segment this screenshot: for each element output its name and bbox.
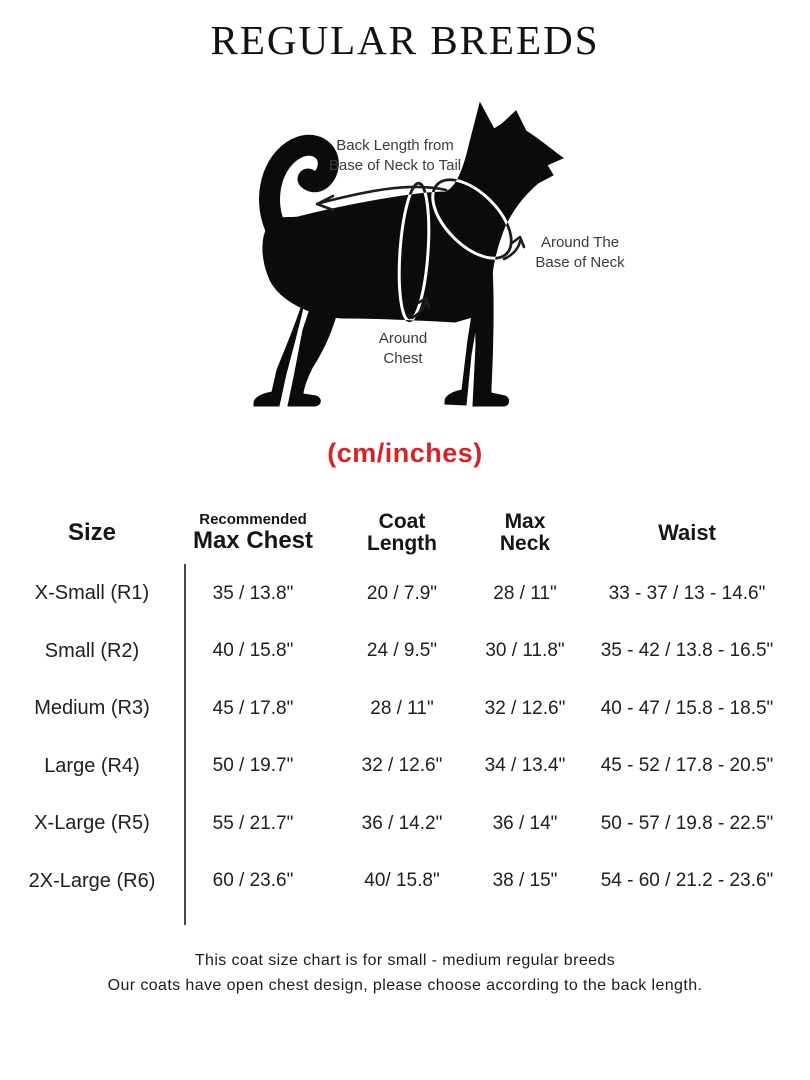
table-row: Medium (R3) 45 / 17.8" 28 / 11" 32 / 12.…: [16, 680, 794, 738]
units-label: (cm/inches): [327, 438, 483, 468]
cell-max-chest: 45 / 17.8": [212, 697, 294, 719]
cell-size: X-Small (R1): [34, 582, 150, 605]
neck-arrow: [502, 239, 522, 261]
cell-coat-length: 40/ 15.8": [364, 870, 440, 892]
cell-max-neck: 36 / 14": [492, 812, 558, 834]
measurement-arrows: [315, 185, 526, 320]
cell-max-chest: 55 / 21.7": [212, 812, 294, 834]
chest-line2: Chest: [383, 350, 423, 367]
header-max-neck: Max Neck: [466, 500, 584, 565]
chest-arrow: [410, 299, 428, 320]
page-title: REGULAR BREEDS: [210, 17, 600, 63]
chest-girth-ellipse-overlay: [397, 181, 431, 323]
table-row: Large (R4) 50 / 19.7" 32 / 12.6" 34 / 13…: [16, 738, 794, 796]
table-row: X-Small (R1) 35 / 13.8" 20 / 7.9" 28 / 1…: [16, 565, 794, 623]
footer-note: This coat size chart is for small - medi…: [0, 948, 810, 998]
cell-waist: 50 - 57 / 19.8 - 22.5": [600, 812, 774, 834]
back-length-line2: Base of Neck to Tail: [328, 157, 462, 174]
cell-max-neck: 32 / 12.6": [484, 697, 566, 719]
header-neck-line2: Neck: [499, 531, 551, 555]
table-row: X-Large (R5) 55 / 21.7" 36 / 14.2" 36 / …: [16, 795, 794, 853]
back-length-line1: Back Length from: [336, 137, 454, 154]
cell-max-neck: 28 / 11": [493, 582, 557, 604]
cell-size: Small (R2): [44, 639, 140, 662]
neck-line2: Base of Neck: [535, 254, 625, 271]
header-max-chest-sub: Recommended: [199, 511, 307, 528]
girth-ellipses-light: [397, 178, 513, 323]
cell-waist: 45 - 52 / 17.8 - 20.5": [600, 755, 774, 777]
header-max-chest: Recommended Max Chest: [168, 500, 338, 565]
footer-line2: Our coats have open chest design, please…: [107, 977, 703, 994]
dog-measurement-diagram: Back Length from Base of Neck to Tail Ar…: [240, 88, 625, 423]
cell-waist: 54 - 60 / 21.2 - 23.6": [600, 870, 774, 892]
cell-max-chest: 60 / 23.6": [212, 870, 294, 892]
cell-coat-length: 32 / 12.6": [361, 755, 443, 777]
cell-waist: 35 - 42 / 13.8 - 16.5": [600, 640, 774, 662]
header-coat-length: Coat Length: [338, 500, 466, 565]
cell-coat-length: 24 / 9.5": [366, 640, 438, 662]
column-divider-line: [184, 564, 186, 925]
cell-max-neck: 34 / 13.4": [484, 755, 566, 777]
cell-size: Large (R4): [44, 754, 140, 777]
chest-line1: Around: [378, 330, 428, 347]
cell-max-chest: 40 / 15.8": [212, 640, 294, 662]
cell-max-neck: 38 / 15": [492, 870, 558, 892]
cell-max-chest: 50 / 19.7": [212, 755, 294, 777]
cell-size: X-Large (R5): [34, 812, 150, 835]
neck-girth-ellipse-overlay: [431, 178, 513, 260]
back-length-arrow: [318, 185, 448, 205]
cell-coat-length: 20 / 7.9": [366, 582, 438, 604]
cell-coat-length: 28 / 11": [370, 697, 434, 719]
cell-max-neck: 30 / 11.8": [485, 640, 565, 662]
cell-coat-length: 36 / 14.2": [361, 812, 443, 834]
cell-size: Medium (R3): [34, 697, 150, 720]
header-size: Size: [67, 518, 117, 546]
header-waist: Waist: [658, 519, 716, 545]
size-table-header: Size Recommended Max Chest Coat Length M…: [16, 500, 794, 565]
table-row: 2X-Large (R6) 60 / 23.6" 40/ 15.8" 38 / …: [16, 853, 794, 911]
chest-arrowhead-icon: [416, 296, 431, 310]
cell-waist: 33 - 37 / 13 - 14.6": [608, 582, 766, 604]
cell-size: 2X-Large (R6): [28, 869, 156, 892]
neck-arrowhead-icon: [510, 235, 526, 249]
cell-waist: 40 - 47 / 15.8 - 18.5": [600, 697, 774, 719]
dog-silhouette-icon: [240, 88, 570, 423]
header-coat-line1: Coat: [378, 509, 426, 533]
back-length-annotation: Back Length from Base of Neck to Tail: [283, 136, 507, 176]
header-neck-line1: Max: [504, 509, 546, 533]
size-table: Size Recommended Max Chest Coat Length M…: [16, 500, 794, 910]
chest-annotation: Around Chest: [347, 329, 459, 369]
back-length-arrowhead-icon: [315, 194, 335, 212]
footer-line1: This coat size chart is for small - medi…: [194, 952, 616, 969]
neck-line1: Around The: [540, 234, 620, 251]
header-coat-line2: Length: [367, 531, 437, 555]
header-max-chest-main: Max Chest: [192, 527, 314, 554]
neck-annotation: Around The Base of Neck: [516, 233, 644, 273]
table-row: Small (R2) 40 / 15.8" 24 / 9.5" 30 / 11.…: [16, 623, 794, 681]
size-table-rows: X-Small (R1) 35 / 13.8" 20 / 7.9" 28 / 1…: [16, 565, 794, 910]
cell-max-chest: 35 / 13.8": [212, 582, 294, 604]
